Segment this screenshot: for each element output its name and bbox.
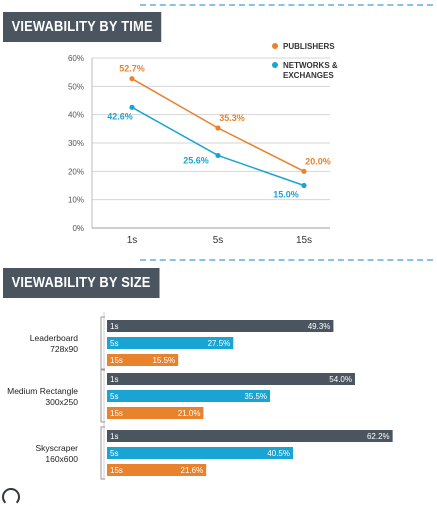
data-point <box>301 182 307 189</box>
data-label: 42.6% <box>107 111 133 121</box>
group-size-label: 300x250 <box>45 397 78 407</box>
data-point <box>129 104 135 110</box>
y-tick-label: 20% <box>68 167 84 176</box>
x-tick-label: 5s <box>213 235 224 246</box>
bar-series-label: 1s <box>110 322 118 331</box>
bar-value-label: 49.3% <box>308 322 331 331</box>
legend-label: EXCHANGES <box>283 71 334 80</box>
bar-series-label: 5s <box>110 392 118 401</box>
x-tick-label: 1s <box>127 235 138 246</box>
legend-marker <box>272 43 278 49</box>
bar-series-label: 1s <box>110 375 118 384</box>
bar <box>107 373 355 385</box>
bar-series-label: 5s <box>110 339 118 348</box>
bar-value-label: 21.0% <box>178 409 201 418</box>
bar-series-label: 1s <box>110 432 118 441</box>
bar-series-label: 15s <box>110 356 123 365</box>
section-title-size: VIEWABILITY BY SIZE <box>3 268 160 298</box>
bar-series-label: 15s <box>110 409 123 418</box>
viewability-by-time-chart: 0% 10% 20% 30% 40% 50% 60% 1s 5s 15s 52.7% 35.3% 20.… <box>68 42 338 246</box>
bar-value-label: 15.5% <box>152 356 175 365</box>
bar <box>107 407 204 419</box>
x-tick-label: 15s <box>296 235 312 246</box>
bar-value-label: 40.5% <box>267 449 290 458</box>
data-label: 25.6% <box>183 155 209 165</box>
group-bracket <box>100 316 105 370</box>
data-point <box>301 168 307 174</box>
y-tick-label: 30% <box>68 139 84 148</box>
bar <box>107 430 393 442</box>
y-tick-label: 60% <box>68 54 84 63</box>
bar <box>107 390 271 402</box>
page-corner-icon <box>2 488 20 506</box>
y-tick-label: 40% <box>68 111 84 120</box>
divider-dashed-middle <box>140 259 433 261</box>
group-size-label: 160x600 <box>45 454 78 464</box>
legend-label: NETWORKS & <box>283 61 338 70</box>
y-tick-label: 50% <box>68 82 84 91</box>
data-point <box>129 76 135 82</box>
bar-value-label: 35.5% <box>244 392 267 401</box>
bar <box>107 464 207 476</box>
bar-value-label: 27.5% <box>208 339 231 348</box>
y-tick-label: 10% <box>68 196 84 205</box>
bar-series-label: 5s <box>110 449 118 458</box>
bar <box>107 354 179 366</box>
legend-label: PUBLISHERS <box>283 42 335 51</box>
data-label: 52.7% <box>119 64 145 74</box>
bar-value-label: 54.0% <box>329 375 352 384</box>
data-label: 35.3% <box>219 113 245 123</box>
group-size-label: 728x90 <box>50 344 78 354</box>
data-label: 20.0% <box>305 156 331 166</box>
bar <box>107 337 234 349</box>
divider-dashed-top <box>140 4 433 6</box>
section-title-time: VIEWABILITY BY TIME <box>3 12 162 42</box>
legend-marker <box>272 62 278 68</box>
series-line <box>131 106 305 187</box>
data-point <box>215 125 221 131</box>
bar <box>107 447 293 459</box>
group-bracket <box>100 369 105 423</box>
y-tick-label: 0% <box>72 224 84 233</box>
data-point <box>215 152 221 159</box>
bar-value-label: 62.2% <box>367 432 390 441</box>
bar <box>107 320 334 332</box>
group-bracket <box>100 426 105 480</box>
data-label: 15.0% <box>273 190 299 200</box>
bar-value-label: 21.6% <box>181 466 204 475</box>
group-label: Leaderboard <box>30 333 78 343</box>
bar-series-label: 15s <box>110 466 123 475</box>
group-label: Medium Rectangle <box>7 386 78 396</box>
group-label: Skyscraper <box>35 443 78 453</box>
